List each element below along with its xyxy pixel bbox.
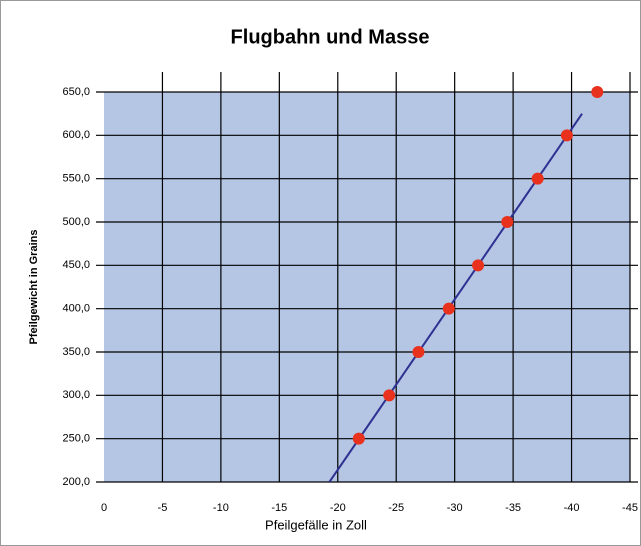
data-point (352, 432, 365, 445)
data-point (412, 346, 425, 358)
data-point (472, 259, 485, 272)
y-tick-label: 300,0 (62, 389, 90, 401)
y-axis-label: Pfeilgewicht in Grains (28, 230, 40, 345)
x-axis-label: Pfeilgefälle in Zoll (265, 517, 367, 532)
x-tick-label: -20 (330, 502, 346, 514)
y-tick-label: 600,0 (62, 129, 90, 141)
plot-area (104, 92, 630, 482)
x-tick-label: -15 (271, 502, 287, 514)
data-point (501, 216, 514, 228)
y-tick-label: 250,0 (62, 433, 90, 445)
y-tick-label: 550,0 (62, 173, 90, 185)
y-tick-label: 200,0 (62, 476, 90, 488)
data-point (442, 302, 455, 315)
data-point (531, 172, 544, 185)
y-tick-label: 450,0 (62, 259, 90, 271)
data-point (560, 129, 573, 142)
x-tick-label: -40 (564, 502, 580, 514)
x-tick-label: -5 (158, 502, 168, 514)
chart-title: Flugbahn und Masse (231, 26, 430, 48)
y-tick-label: 400,0 (62, 303, 90, 315)
x-tick-label: -35 (505, 502, 521, 514)
x-tick-label: -25 (388, 502, 404, 514)
x-tick-label: -45 (622, 502, 638, 514)
x-tick-label: -30 (447, 502, 463, 514)
data-point (591, 86, 604, 98)
data-point (383, 389, 396, 402)
y-tick-label: 500,0 (62, 216, 90, 228)
y-tick-label: 650,0 (62, 86, 90, 98)
x-tick-label: -10 (213, 502, 229, 514)
y-tick-label: 350,0 (62, 346, 90, 358)
x-tick-label: 0 (101, 502, 107, 514)
